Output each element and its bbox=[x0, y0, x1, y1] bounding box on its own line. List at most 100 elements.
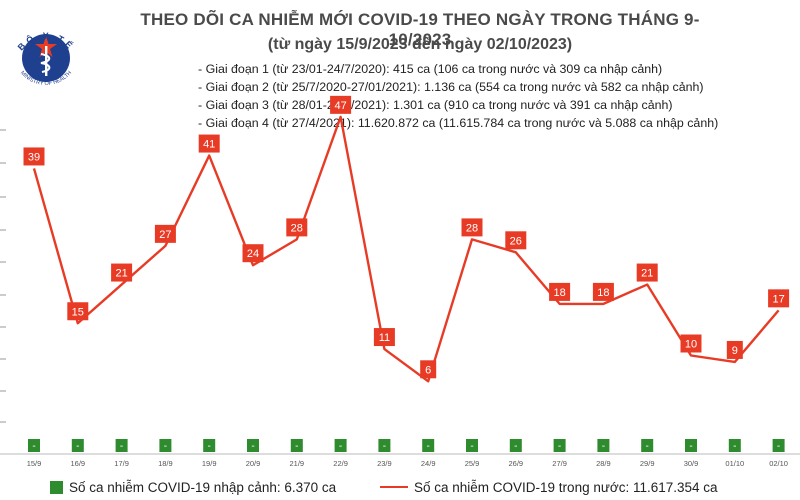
series-line-domestic bbox=[32, 115, 780, 383]
data-label-15: 10 bbox=[685, 339, 697, 351]
stage-summary: - Giai đoạn 1 (từ 23/01-24/7/2020): 415 … bbox=[198, 60, 718, 132]
data-label-6: 28 bbox=[291, 222, 303, 234]
imported-label-17: - bbox=[777, 441, 780, 452]
data-label-5: 24 bbox=[247, 248, 259, 260]
stage-2-text: - Giai đoạn 2 (từ 25/7/2020-27/01/2021):… bbox=[198, 80, 704, 94]
x-tick-label-16: 01/10 bbox=[725, 459, 744, 468]
x-tick-label-0: 15/9 bbox=[27, 459, 42, 468]
imported-label-13: - bbox=[602, 441, 605, 452]
chart-subtitle: (từ ngày 15/9/2023 đến ngày 02/10/2023) bbox=[267, 36, 573, 53]
data-label-box-12 bbox=[549, 282, 571, 301]
data-label-0: 39 bbox=[28, 151, 40, 163]
x-tick-label-8: 23/9 bbox=[377, 459, 392, 468]
data-label-box-4 bbox=[198, 134, 220, 153]
x-tick-label-13: 28/9 bbox=[596, 459, 611, 468]
x-tick-label-12: 27/9 bbox=[552, 459, 567, 468]
imported-bar-11 bbox=[509, 439, 522, 452]
data-label-1: 15 bbox=[72, 306, 84, 318]
imported-label-2: - bbox=[120, 441, 123, 452]
data-label-box-10 bbox=[461, 218, 483, 237]
imported-label-14: - bbox=[646, 441, 649, 452]
imported-label-9: - bbox=[427, 441, 430, 452]
imported-label-0: - bbox=[32, 441, 35, 452]
imported-label-15: - bbox=[689, 441, 692, 452]
data-label-box-11 bbox=[505, 231, 527, 250]
legend-domestic: Số ca nhiễm COVID-19 trong nước: 11.617.… bbox=[380, 480, 718, 495]
legend-imported: Số ca nhiễm COVID-19 nhập cảnh: 6.370 ca bbox=[50, 480, 336, 495]
data-label-12: 18 bbox=[553, 287, 565, 299]
imported-bar-14 bbox=[641, 439, 654, 452]
data-label-11: 26 bbox=[510, 235, 522, 247]
data-label-box-8 bbox=[373, 328, 395, 347]
stage-1-text: - Giai đoạn 1 (từ 23/01-24/7/2020): 415 … bbox=[198, 62, 663, 76]
data-label-box-17 bbox=[768, 289, 790, 308]
x-tick-label-6: 21/9 bbox=[289, 459, 304, 468]
imported-bar-10 bbox=[466, 439, 478, 452]
data-label-8: 11 bbox=[379, 332, 390, 344]
data-label-3: 27 bbox=[159, 229, 171, 241]
data-label-box-16 bbox=[726, 340, 743, 359]
imported-bar-9 bbox=[422, 439, 435, 452]
imported-bar-5 bbox=[247, 439, 259, 452]
imported-bar-12 bbox=[553, 439, 566, 452]
imported-bar-16 bbox=[728, 439, 741, 452]
imported-label-11: - bbox=[514, 441, 517, 452]
x-tick-label-2: 17/9 bbox=[114, 459, 129, 468]
data-label-box-6 bbox=[286, 218, 308, 237]
x-tick-label-7: 22/9 bbox=[333, 459, 348, 468]
x-tick-label-17: 02/10 bbox=[769, 459, 788, 468]
imported-label-3: - bbox=[164, 441, 167, 452]
imported-label-5: - bbox=[251, 441, 254, 452]
data-label-box-3 bbox=[154, 224, 176, 243]
data-label-box-0 bbox=[23, 147, 45, 166]
data-label-box-9 bbox=[420, 360, 437, 379]
chart-title: THEO DÕI CA NHIỄM MỚI COVID-19 THEO NGÀY… bbox=[140, 10, 700, 49]
imported-bar-7 bbox=[334, 439, 347, 452]
data-label-box-7 bbox=[330, 95, 352, 114]
data-label-2: 21 bbox=[115, 268, 127, 280]
imported-bar-8 bbox=[378, 439, 391, 452]
imported-bar-17 bbox=[772, 439, 785, 452]
data-label-10: 28 bbox=[466, 222, 478, 234]
data-label-9: 6 bbox=[425, 364, 431, 376]
stage-4-text: - Giai đoạn 4 (từ 27/4/2021): 11.620.872… bbox=[198, 116, 719, 130]
imported-bar-15 bbox=[685, 439, 697, 452]
imported-label-1: - bbox=[76, 441, 79, 452]
data-label-box-13 bbox=[592, 282, 614, 301]
data-label-13: 18 bbox=[597, 287, 609, 299]
legend-domestic-swatch bbox=[380, 486, 408, 488]
legend-imported-swatch bbox=[50, 481, 63, 494]
data-label-box-15 bbox=[680, 334, 702, 353]
imported-bar-2 bbox=[115, 439, 128, 452]
x-tick-label-15: 30/9 bbox=[684, 459, 699, 468]
imported-bar-6 bbox=[290, 439, 303, 452]
imported-bar-3 bbox=[159, 439, 172, 452]
data-label-14: 21 bbox=[641, 268, 653, 280]
imported-label-12: - bbox=[558, 441, 561, 452]
imported-label-6: - bbox=[295, 441, 298, 452]
ministry-of-health-logo: BỘ Y TẾ MINISTRY OF HEALTH bbox=[16, 31, 74, 87]
data-label-4: 41 bbox=[203, 139, 215, 151]
data-label-box-1 bbox=[67, 302, 89, 321]
data-label-16: 9 bbox=[732, 345, 738, 357]
legend-domestic-label: Số ca nhiễm COVID-19 trong nước: 11.617.… bbox=[414, 480, 718, 495]
imported-bar-13 bbox=[597, 439, 610, 452]
data-label-box-14 bbox=[636, 263, 658, 282]
x-tick-label-4: 19/9 bbox=[202, 459, 217, 468]
x-tick-label-11: 26/9 bbox=[508, 459, 523, 468]
imported-bar-1 bbox=[71, 439, 84, 452]
imported-label-7: - bbox=[339, 441, 342, 452]
imported-label-4: - bbox=[208, 441, 211, 452]
imported-label-8: - bbox=[383, 441, 386, 452]
legend-imported-label: Số ca nhiễm COVID-19 nhập cảnh: 6.370 ca bbox=[69, 480, 337, 495]
imported-bar-4 bbox=[203, 439, 216, 452]
x-tick-label-10: 25/9 bbox=[465, 459, 480, 468]
stage-3-text: - Giai đoạn 3 (từ 28/01-26/4/2021): 1.30… bbox=[198, 98, 673, 112]
data-label-7: 47 bbox=[334, 100, 346, 112]
x-tick-label-14: 29/9 bbox=[640, 459, 655, 468]
data-label-box-2 bbox=[111, 263, 133, 282]
imported-label-10: - bbox=[470, 441, 473, 452]
imported-bar-0 bbox=[28, 439, 40, 452]
x-tick-label-5: 20/9 bbox=[246, 459, 261, 468]
